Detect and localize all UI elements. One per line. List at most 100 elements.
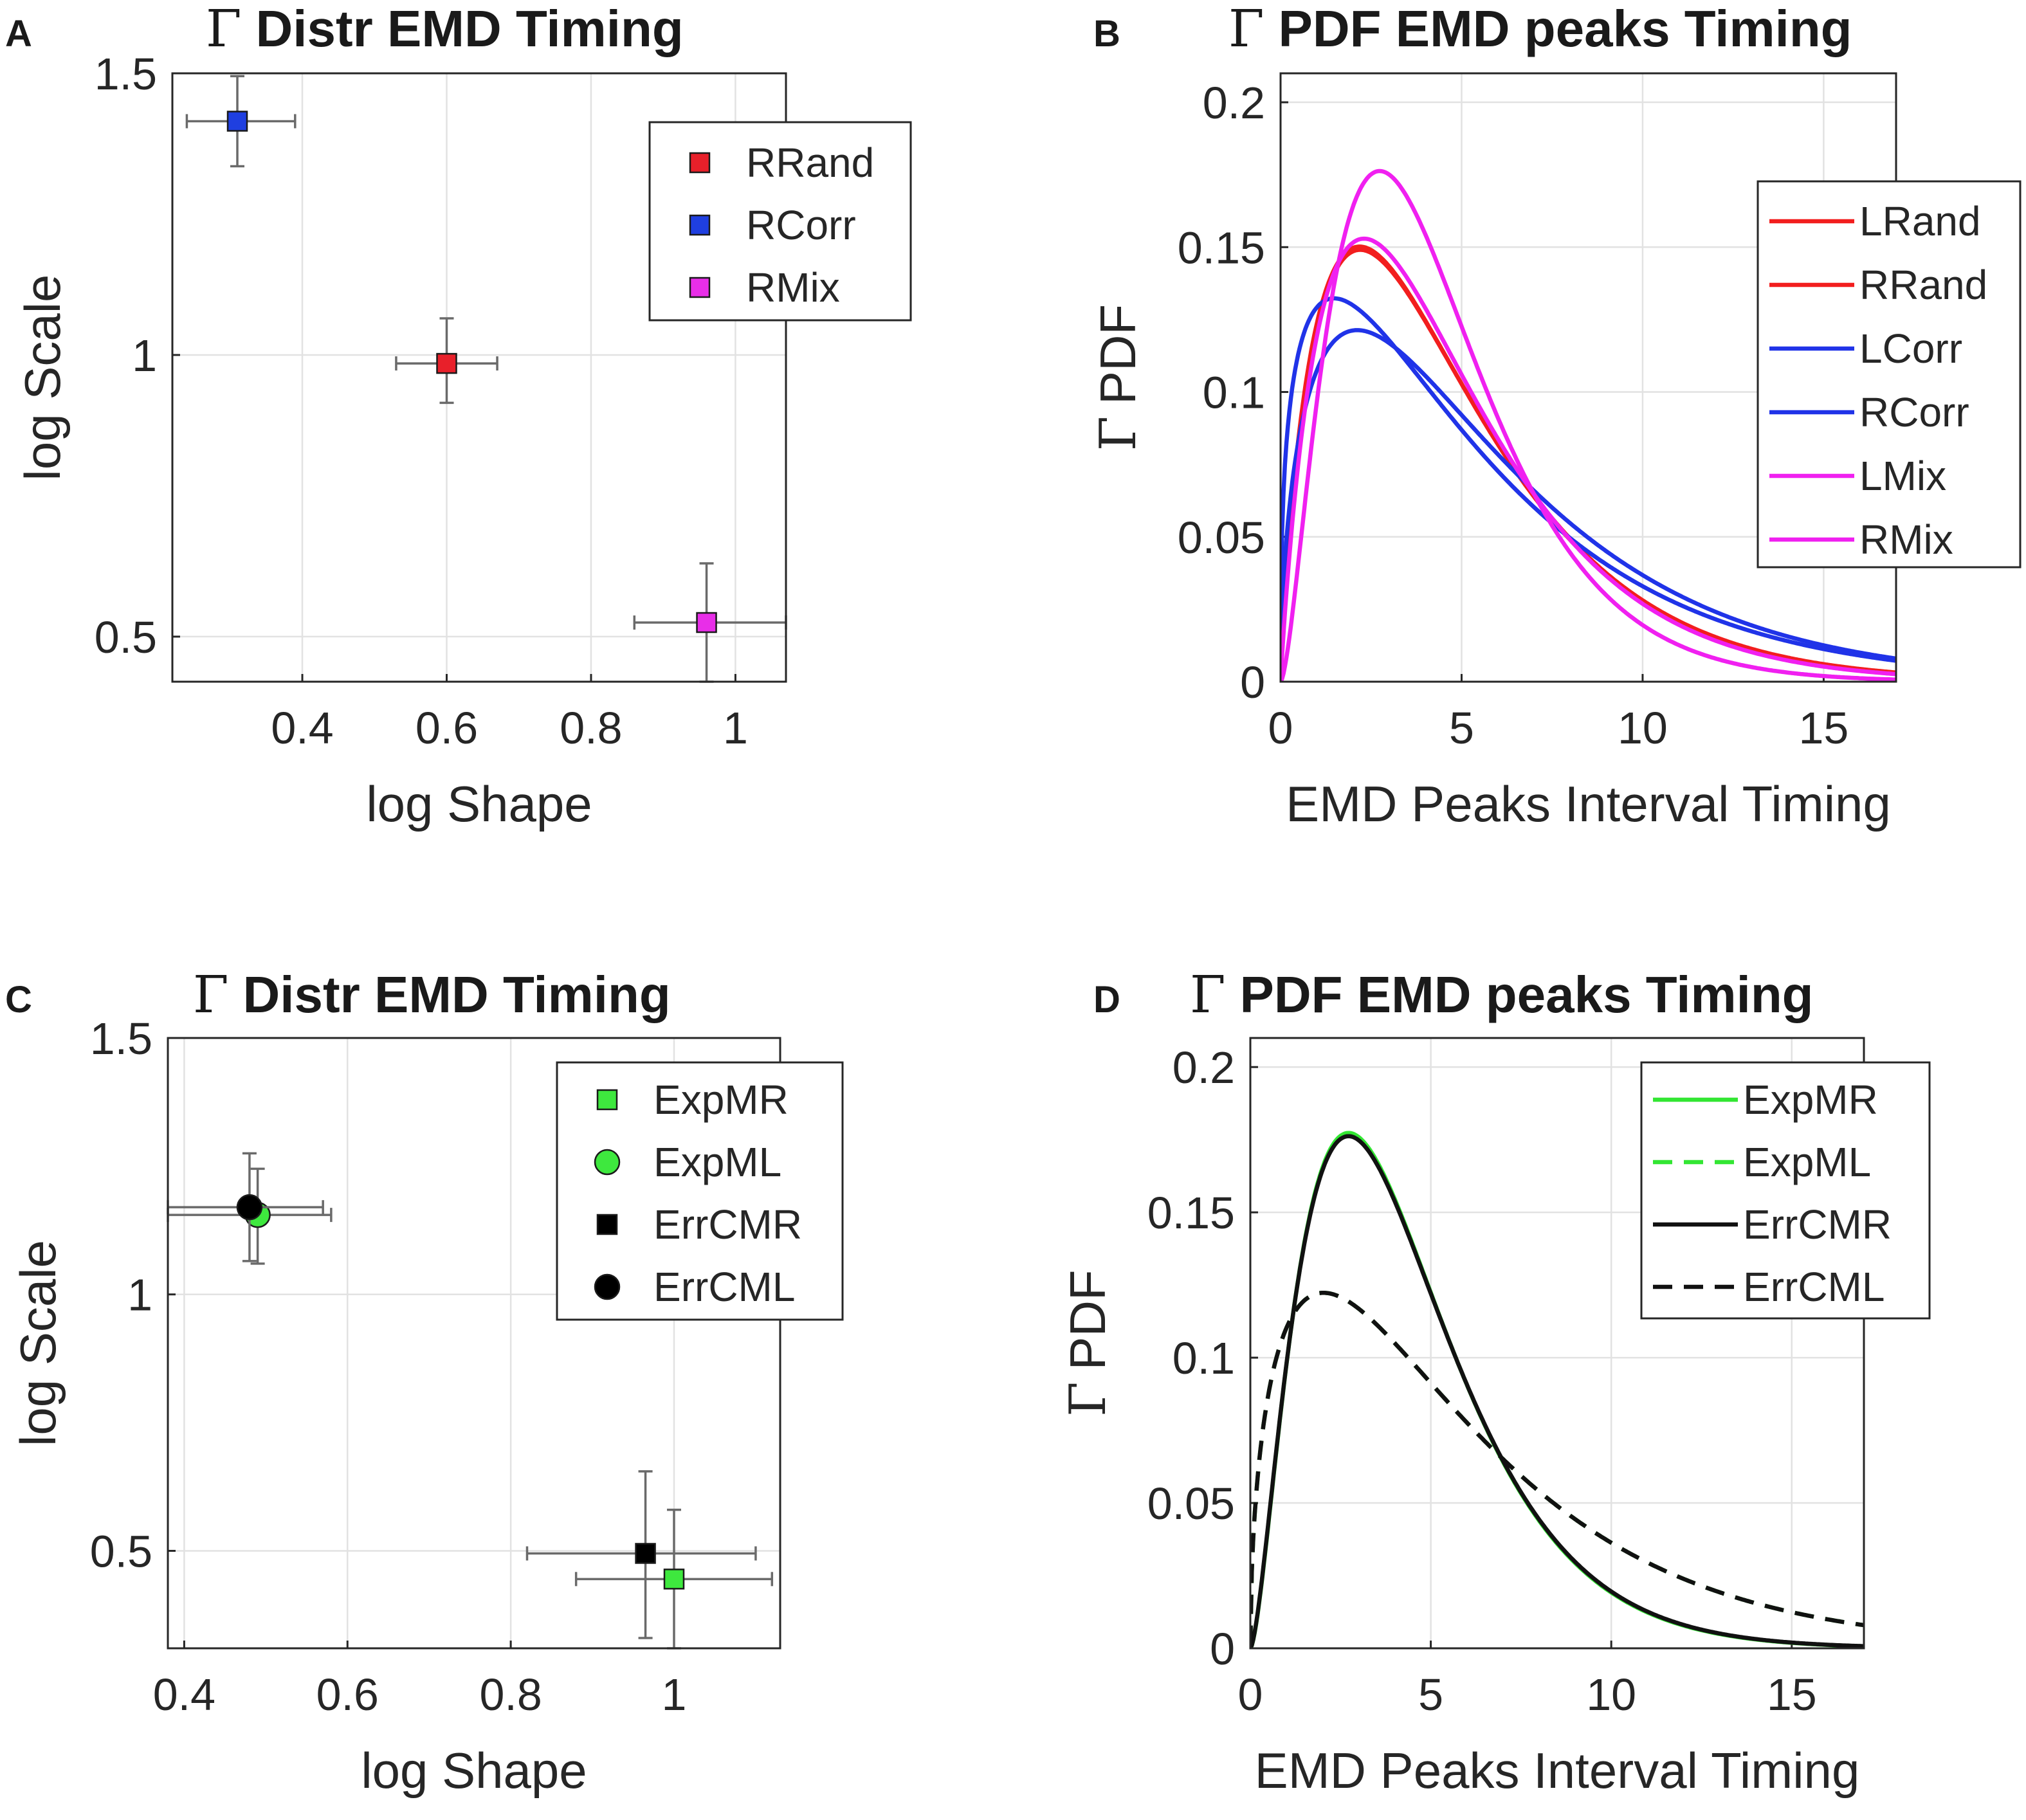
legend-marker	[689, 152, 711, 174]
x-axis-label: EMD Peaks Interval Timing	[1286, 776, 1891, 832]
legend-label: RMix	[746, 264, 840, 311]
y-axis-label: log Scale	[14, 275, 71, 481]
y-axis-label: log Scale	[10, 1240, 66, 1446]
x-tick-label: 10	[1586, 1670, 1636, 1720]
scatter-point-expmr	[663, 1569, 685, 1590]
y-tick-label: 0.05	[1147, 1479, 1235, 1529]
axes-box	[1249, 1037, 1865, 1650]
x-tick-label: 15	[1798, 703, 1848, 753]
y-axis-label-text: PDF	[1090, 304, 1146, 405]
panel-letter: A	[5, 13, 32, 55]
panel-c: C Γ Distr EMD Timing 0.4 0.6 0.8 1 0.5 1 1.5 log S…	[5, 965, 844, 1799]
x-tick-label: 0.8	[479, 1670, 542, 1720]
legend-marker	[689, 277, 711, 298]
legend-label: ErrCMR	[653, 1201, 802, 1248]
y-tick-label: 0	[1240, 657, 1265, 707]
legend-label: RMix	[1859, 516, 1953, 563]
x-tick-label: 0.4	[153, 1670, 215, 1720]
legend-label: LCorr	[1859, 325, 1962, 372]
y-tick-label: 1	[132, 331, 157, 381]
y-tick-label: 0.1	[1173, 1333, 1235, 1383]
y-tick-label: 0.5	[95, 612, 157, 662]
scatter-point-errcmr	[635, 1543, 656, 1564]
legend-label: RCorr	[1859, 389, 1969, 435]
line-series-expml	[1250, 1291, 1864, 1645]
legend-marker	[596, 1214, 618, 1235]
panel-letter: C	[5, 979, 32, 1021]
y-axis-gamma-symbol: Γ	[1090, 416, 1147, 451]
legend-label: ErrCMR	[1743, 1201, 1892, 1248]
x-tick-label: 15	[1767, 1670, 1817, 1720]
y-tick-label: 0.2	[1173, 1042, 1235, 1093]
legend-box	[1757, 180, 2021, 569]
panel-letter: B	[1093, 13, 1120, 55]
legend-label: ExpML	[1743, 1139, 1871, 1185]
x-tick-label: 10	[1618, 703, 1668, 753]
y-tick-label: 0.15	[1178, 223, 1265, 273]
x-tick-label: 0	[1238, 1670, 1263, 1720]
x-tick-label: 1	[723, 703, 748, 753]
legend-marker	[689, 214, 711, 236]
legend-label: ExpMR	[653, 1077, 789, 1123]
x-axis-label: EMD Peaks Interval Timing	[1255, 1742, 1860, 1799]
chart-title: Γ PDF EMD peaks Timing	[1228, 0, 1852, 59]
x-tick-label: 0.4	[271, 703, 333, 753]
y-axis-label-text: PDF	[1059, 1269, 1116, 1370]
panel-a: A Γ Distr EMD Timing 0.4 0.6 0.8 1 0.5 1 1.5 log S…	[5, 0, 912, 832]
y-tick-label: 0.05	[1178, 513, 1265, 563]
y-axis-label: Γ PDF	[1059, 1269, 1117, 1416]
scatter-point-errcml	[236, 1194, 263, 1221]
legend-marker	[594, 1149, 621, 1176]
x-axis-label: log Shape	[361, 1742, 587, 1799]
legend-label: RRand	[746, 140, 874, 186]
y-tick-label: 1	[127, 1270, 152, 1320]
legend-box	[1640, 1061, 1931, 1320]
legend-label: ExpMR	[1743, 1077, 1878, 1123]
title-gamma-symbol: Γ	[1190, 965, 1226, 1024]
y-tick-label: 0.2	[1203, 78, 1265, 128]
legend-marker	[596, 1089, 618, 1111]
y-axis-label: Γ PDF	[1090, 304, 1147, 451]
legend-label: ExpML	[653, 1139, 781, 1185]
x-tick-label: 5	[1418, 1670, 1443, 1720]
axes-box	[171, 72, 787, 683]
y-tick-label: 1.5	[90, 1014, 152, 1064]
axes-box	[167, 1037, 781, 1650]
legend-label: LMix	[1859, 453, 1946, 499]
chart-title: Γ PDF EMD peaks Timing	[1190, 965, 1814, 1024]
title-gamma-symbol: Γ	[1228, 0, 1264, 59]
title-text: Distr EMD Timing	[256, 0, 684, 57]
legend-marker	[594, 1273, 621, 1300]
x-axis-label: log Shape	[366, 776, 592, 832]
scatter-point-rmix	[696, 612, 717, 633]
y-tick-label: 0.5	[90, 1526, 152, 1576]
scatter-point-rrand	[436, 352, 457, 374]
line-series-errcml	[1250, 1291, 1864, 1645]
line-series-rmix	[1281, 168, 1896, 682]
plot-area	[1281, 168, 1896, 682]
x-tick-label: 1	[662, 1670, 687, 1720]
line-series-rcorr	[1281, 296, 1896, 665]
chart-title: Γ Distr EMD Timing	[193, 965, 671, 1024]
x-tick-label: 0	[1268, 703, 1293, 753]
x-tick-label: 5	[1449, 703, 1474, 753]
x-tick-label: 0.8	[560, 703, 622, 753]
panel-b: B Γ PDF EMD peaks Timing 0 5 10 15 0 0.05 0.1 0.15…	[1090, 0, 2021, 832]
y-tick-label: 0.15	[1147, 1188, 1235, 1238]
legend-label: ErrCML	[653, 1264, 795, 1310]
legend-label: LRand	[1859, 198, 1981, 244]
title-text: PDF EMD peaks Timing	[1240, 966, 1814, 1023]
chart-title: Γ Distr EMD Timing	[206, 0, 684, 59]
legend-label: RCorr	[746, 202, 856, 248]
y-tick-label: 0.1	[1203, 368, 1265, 418]
x-tick-label: 0.6	[415, 703, 478, 753]
legend-label: RRand	[1859, 262, 1987, 308]
legend-label: ErrCML	[1743, 1264, 1885, 1310]
line-series-errcmr	[1250, 1134, 1864, 1648]
panel-letter: D	[1093, 979, 1120, 1021]
x-tick-label: 0.6	[316, 1670, 379, 1720]
line-series-lmix	[1281, 236, 1896, 682]
y-tick-label: 1.5	[95, 49, 157, 99]
